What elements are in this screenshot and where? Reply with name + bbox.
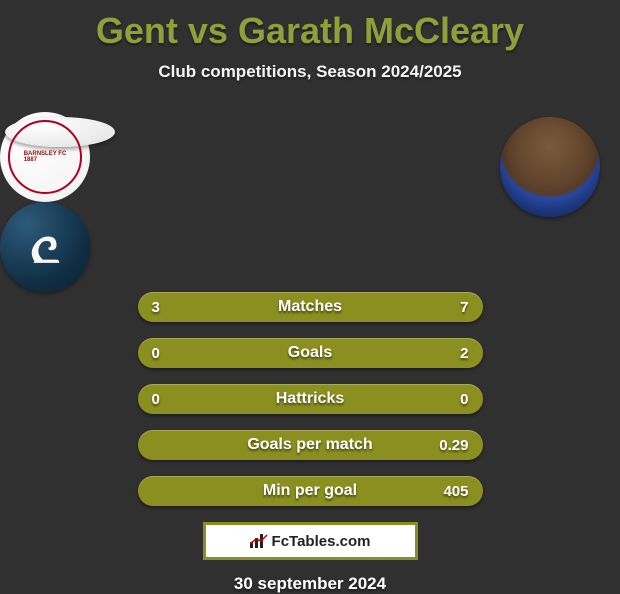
footer-date: 30 september 2024 — [0, 574, 620, 594]
stat-label: Min per goal — [138, 482, 483, 500]
brand-text: FcTables.com — [272, 533, 371, 550]
stat-bar-goals: 0 Goals 2 — [138, 338, 483, 368]
stat-bar-gpm: Goals per match 0.29 — [138, 430, 483, 460]
stat-right-value: 405 — [443, 483, 468, 500]
bar-chart-icon — [250, 534, 268, 548]
left-club-label: BARNSLEY FC1887 — [24, 151, 67, 163]
stat-right-value: 0 — [460, 391, 468, 408]
brand-logo: FcTables.com — [250, 533, 371, 550]
stat-label: Goals — [138, 344, 483, 362]
page-title: Gent vs Garath McCleary — [0, 0, 620, 52]
stat-bars: 3 Matches 7 0 Goals 2 0 Hattricks 0 Goal… — [138, 292, 483, 506]
subtitle: Club competitions, Season 2024/2025 — [0, 62, 620, 82]
stat-label: Matches — [138, 298, 483, 316]
stat-right-value: 2 — [460, 345, 468, 362]
right-club-badge — [0, 202, 90, 292]
stat-right-value: 0.29 — [439, 437, 468, 454]
stat-bar-matches: 3 Matches 7 — [138, 292, 483, 322]
right-player-avatar — [500, 117, 600, 217]
stat-bar-hattricks: 0 Hattricks 0 — [138, 384, 483, 414]
stat-label: Hattricks — [138, 390, 483, 408]
brand-badge: FcTables.com — [203, 522, 418, 560]
swan-icon — [18, 220, 73, 275]
stat-label: Goals per match — [138, 436, 483, 454]
stat-bar-mpg: Min per goal 405 — [138, 476, 483, 506]
comparison-panel: BARNSLEY FC1887 3 Matches 7 0 Goals 2 0 … — [0, 112, 620, 594]
stat-right-value: 7 — [460, 299, 468, 316]
